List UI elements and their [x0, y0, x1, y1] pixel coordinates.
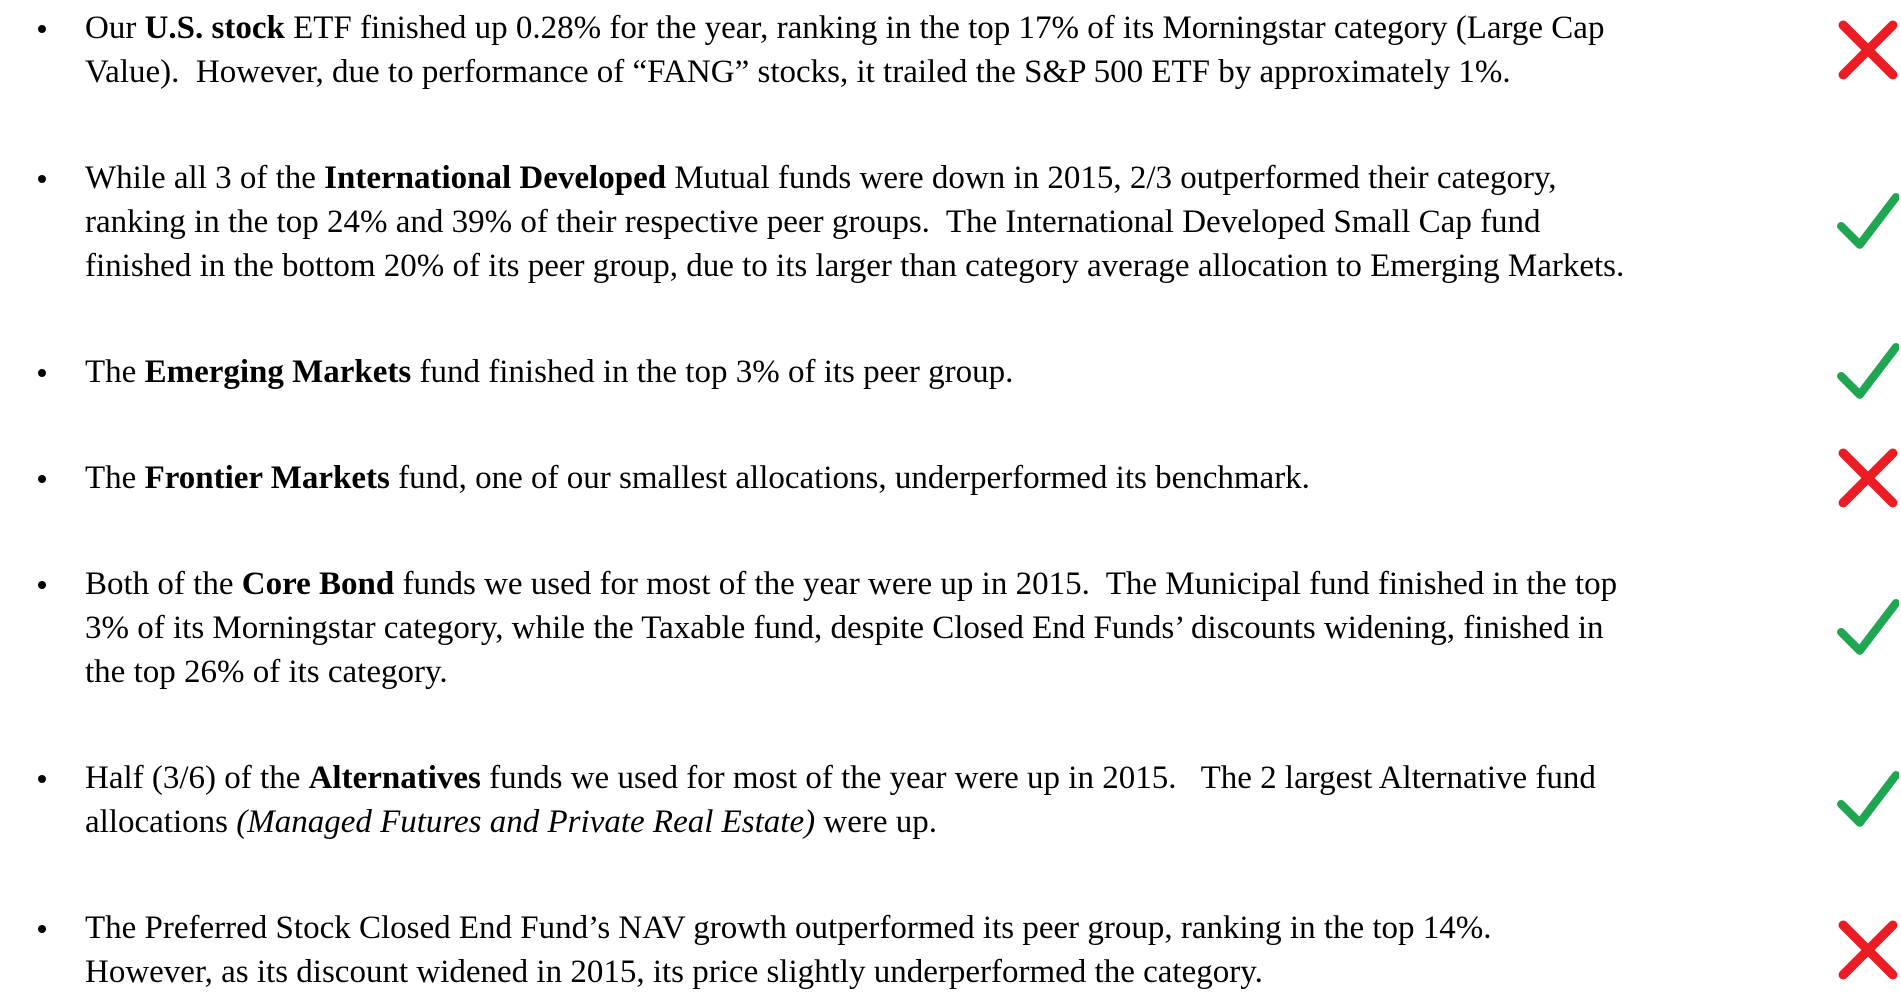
bullet	[38, 25, 46, 33]
bullet	[38, 581, 46, 589]
item-text: Both of the Core Bond funds we used for …	[85, 562, 1901, 694]
cross-icon	[1838, 448, 1898, 508]
bullet	[38, 175, 46, 183]
text-run: ETF finished up 0.28% for the year, rank…	[284, 10, 1605, 46]
text-line: Value). However, due to performance of “…	[85, 50, 1901, 94]
text-line: Our U.S. stock ETF finished up 0.28% for…	[85, 6, 1901, 50]
bullet-item: Both of the Core Bond funds we used for …	[34, 562, 1901, 694]
item-text: Half (3/6) of the Alternatives funds we …	[85, 756, 1901, 844]
text-line: While all 3 of the International Develop…	[85, 156, 1901, 200]
text-run: Frontier Markets	[144, 460, 390, 496]
bullet	[38, 925, 46, 933]
bullet	[38, 369, 46, 377]
bullet-item: The Emerging Markets fund finished in th…	[34, 343, 1901, 399]
bullet-item: Our U.S. stock ETF finished up 0.28% for…	[34, 6, 1901, 94]
text-run: The	[85, 460, 145, 496]
text-run: finished in the bottom 20% of its peer g…	[85, 248, 1625, 284]
text-run: Value). However, due to performance of “…	[85, 54, 1511, 90]
item-text: While all 3 of the International Develop…	[85, 156, 1901, 288]
text-run: fund, one of our smallest allocations, u…	[389, 460, 1310, 496]
text-run: Mutual funds were down in 2015, 2/3 outp…	[666, 160, 1557, 196]
check-icon	[1837, 193, 1899, 249]
text-run: However, as its discount widened in 2015…	[85, 954, 1263, 990]
text-run: Half (3/6) of the	[85, 760, 309, 796]
cross-icon	[1838, 20, 1898, 80]
text-line: The Preferred Stock Closed End Fund’s NA…	[85, 906, 1901, 950]
text-run: The Preferred Stock Closed End Fund’s NA…	[85, 910, 1492, 946]
check-icon	[1837, 599, 1899, 655]
text-line: The Emerging Markets fund finished in th…	[85, 350, 1901, 394]
text-line: 3% of its Morningstar category, while th…	[85, 606, 1901, 650]
bullet-item: The Preferred Stock Closed End Fund’s NA…	[34, 906, 1901, 994]
text-line: The Frontier Markets fund, one of our sm…	[85, 456, 1901, 500]
text-line: allocations (Managed Futures and Private…	[85, 800, 1901, 844]
text-run: U.S. stock	[144, 10, 285, 46]
text-run: the top 26% of its category.	[85, 654, 448, 690]
text-run: While all 3 of the	[85, 160, 325, 196]
check-icon	[1837, 343, 1899, 399]
check-icon	[1837, 771, 1899, 827]
text-run: Emerging Markets	[144, 354, 412, 390]
bullet	[38, 775, 46, 783]
item-text: The Preferred Stock Closed End Fund’s NA…	[85, 906, 1901, 994]
text-line: ranking in the top 24% and 39% of their …	[85, 200, 1901, 244]
text-line: finished in the bottom 20% of its peer g…	[85, 244, 1901, 288]
bullet	[38, 475, 46, 483]
bullet-item: The Frontier Markets fund, one of our sm…	[34, 448, 1901, 508]
text-run: ranking in the top 24% and 39% of their …	[85, 204, 1541, 240]
text-line: Both of the Core Bond funds we used for …	[85, 562, 1901, 606]
text-run: The	[85, 354, 145, 390]
text-run: funds we used for most of the year were …	[480, 760, 1596, 796]
text-line: However, as its discount widened in 2015…	[85, 950, 1901, 994]
item-text: The Frontier Markets fund, one of our sm…	[85, 456, 1901, 500]
item-text: Our U.S. stock ETF finished up 0.28% for…	[85, 6, 1901, 94]
item-text: The Emerging Markets fund finished in th…	[85, 350, 1901, 394]
cross-icon	[1838, 920, 1898, 980]
text-run: Both of the	[85, 566, 242, 602]
bullet-item: While all 3 of the International Develop…	[34, 156, 1901, 288]
bullet-item: Half (3/6) of the Alternatives funds we …	[34, 756, 1901, 844]
text-run: were up.	[815, 804, 937, 840]
text-line: Half (3/6) of the Alternatives funds we …	[85, 756, 1901, 800]
text-line: the top 26% of its category.	[85, 650, 1901, 694]
text-run: Alternatives	[308, 760, 481, 796]
text-run: (Managed Futures and Private Real Estate…	[236, 804, 816, 840]
text-run: Core Bond	[241, 566, 395, 602]
text-run: funds we used for most of the year were …	[394, 566, 1618, 602]
text-run: Our	[85, 10, 145, 46]
text-run: International Developed	[324, 160, 667, 196]
text-run: allocations	[85, 804, 237, 840]
text-run: 3% of its Morningstar category, while th…	[85, 610, 1604, 646]
text-run: fund finished in the top 3% of its peer …	[411, 354, 1014, 390]
